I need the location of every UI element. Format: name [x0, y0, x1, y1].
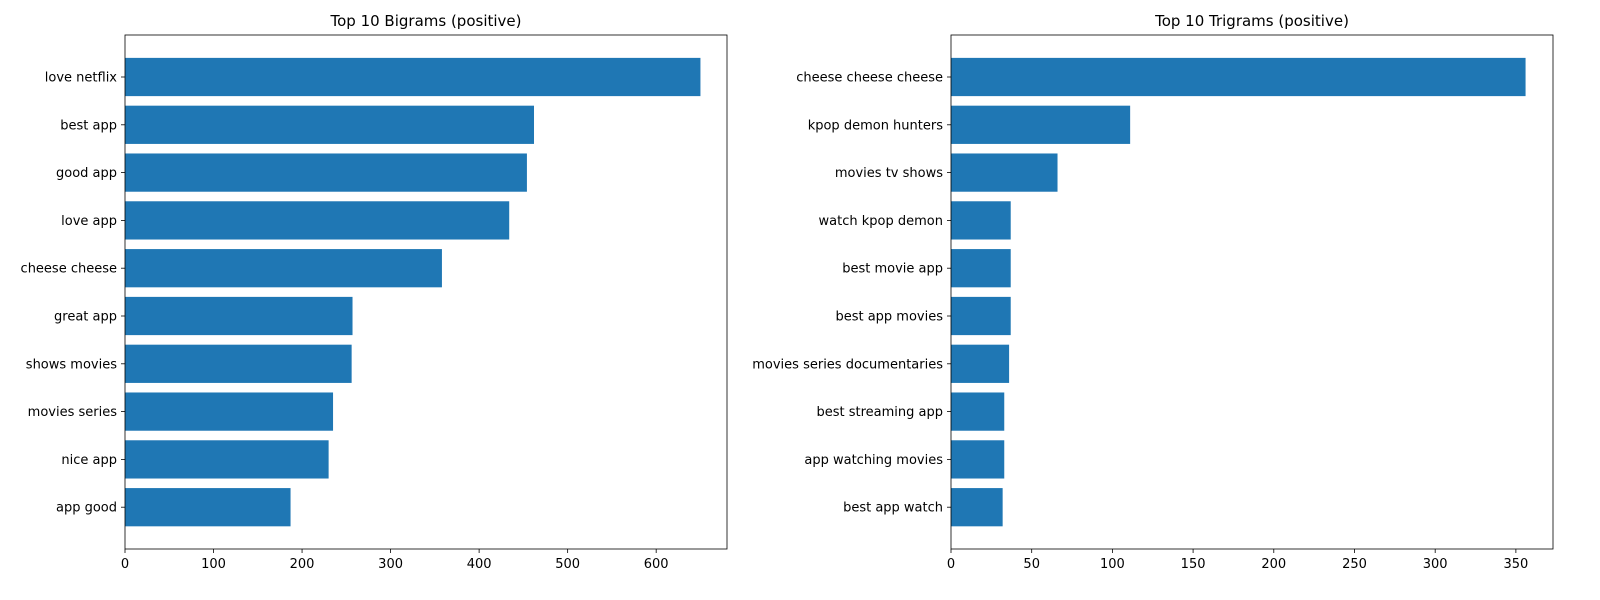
bar-nice-app: [125, 440, 329, 479]
y-tick-label: watch kpop demon: [819, 214, 943, 229]
y-tick-label: movies series: [28, 405, 118, 420]
x-tick-label: 200: [290, 557, 315, 572]
x-tick-label: 100: [201, 557, 226, 572]
x-tick-label: 50: [1023, 557, 1040, 572]
bar-app-watching-movies: [951, 440, 1005, 479]
x-tick-label: 350: [1503, 557, 1528, 572]
bar-love-app: [125, 201, 510, 240]
bar-best-app-movies: [951, 296, 1011, 336]
trigrams-chart-title: Top 10 Trigrams (positive): [1154, 12, 1349, 30]
bar-movies-series-documentaries: [951, 344, 1010, 383]
y-tick-label: best movie app: [842, 262, 943, 277]
bar-best-streaming-app: [951, 392, 1005, 431]
x-tick-label: 300: [378, 557, 403, 572]
bigrams-bars: [125, 57, 701, 527]
bar-app-good: [125, 488, 291, 527]
x-tick-label: 150: [1181, 557, 1206, 572]
y-tick-label: cheese cheese: [21, 262, 117, 277]
bigrams-axes-frame: [124, 34, 728, 550]
x-tick-label: 0: [947, 557, 955, 572]
y-tick-label: best app watch: [843, 501, 943, 516]
y-tick-label: best app movies: [835, 310, 943, 325]
bigrams-x-tick-labels: 0 100 200 300 400 500 600: [121, 549, 669, 572]
x-tick-label: 600: [644, 557, 669, 572]
y-tick-label: cheese cheese cheese: [796, 71, 943, 86]
trigrams-bars: [951, 57, 1526, 527]
bar-cheese-cheese: [125, 249, 442, 288]
bar-good-app: [125, 153, 527, 192]
x-tick-label: 300: [1423, 557, 1448, 572]
x-tick-label: 400: [467, 557, 492, 572]
trigrams-chart: Top 10 Trigrams (positive) cheese cheese…: [752, 12, 1554, 572]
x-tick-label: 250: [1342, 557, 1367, 572]
y-tick-label: great app: [54, 310, 117, 325]
y-tick-label: kpop demon hunters: [808, 118, 944, 133]
bar-best-app: [125, 105, 535, 144]
x-tick-label: 500: [555, 557, 580, 572]
bar-movies-tv-shows: [951, 153, 1058, 192]
y-tick-label: shows movies: [26, 357, 117, 372]
trigrams-y-tick-labels: cheese cheese cheese kpop demon hunters mo…: [752, 71, 951, 516]
y-tick-label: movies tv shows: [835, 166, 943, 181]
bar-kpop-demon-hunters: [951, 105, 1131, 144]
y-tick-label: love netflix: [45, 71, 118, 86]
x-tick-label: 100: [1100, 557, 1125, 572]
bigrams-chart: Top 10 Bigrams (positive) love netflix be…: [21, 12, 728, 572]
bar-watch-kpop-demon: [951, 201, 1011, 240]
x-tick-label: 200: [1261, 557, 1286, 572]
bar-best-app-watch: [951, 488, 1003, 527]
y-tick-label: love app: [61, 214, 117, 229]
bigrams-y-tick-labels: love netflix best app good app love app chee…: [21, 71, 125, 516]
y-tick-label: app watching movies: [804, 453, 943, 468]
y-tick-label: best streaming app: [816, 405, 943, 420]
bar-best-movie-app: [951, 249, 1011, 288]
y-tick-label: movies series documentaries: [752, 357, 943, 372]
trigrams-axes-frame: [950, 34, 1554, 550]
trigrams-x-tick-labels: 0 50 100 150 200 250 300 350: [947, 549, 1528, 572]
bar-love-netflix: [125, 57, 701, 97]
x-tick-label: 0: [121, 557, 129, 572]
bar-cheese-cheese-cheese: [951, 57, 1526, 97]
y-tick-label: best app: [60, 118, 117, 133]
y-tick-label: app good: [56, 501, 117, 516]
y-tick-label: nice app: [61, 453, 117, 468]
bar-great-app: [125, 296, 353, 336]
bigrams-chart-title: Top 10 Bigrams (positive): [329, 12, 521, 30]
bar-movies-series: [125, 392, 334, 431]
y-tick-label: good app: [56, 166, 117, 181]
bar-shows-movies: [125, 344, 352, 383]
